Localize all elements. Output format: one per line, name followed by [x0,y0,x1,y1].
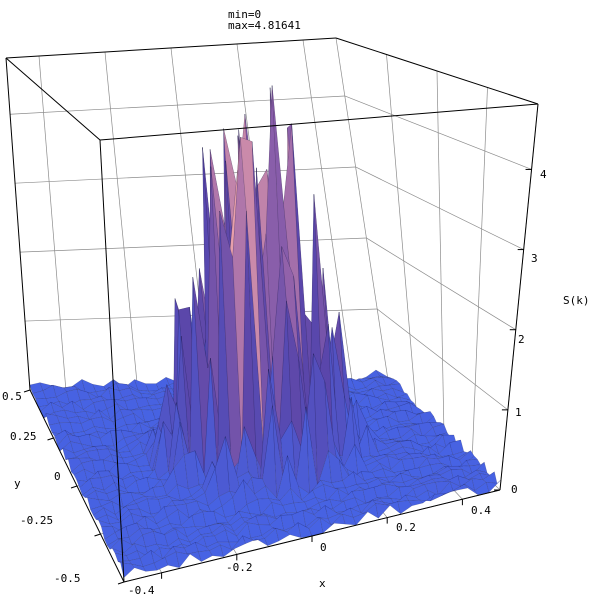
z-tick-label: 2 [518,333,525,346]
side-wall-z-gridline [366,237,516,331]
z-tick-label: 4 [540,168,547,181]
box-edge [5,37,337,59]
y-axis-label: y [14,477,21,490]
x-tick-label: -0.2 [226,561,253,574]
max-annotation: max=4.81641 [228,19,301,32]
z-axis-label: S(k) [563,294,590,307]
back-wall-z-gridline [20,237,367,253]
z-tick-label: 3 [531,252,538,265]
box-edge [99,139,125,583]
box-edge [499,103,539,491]
surface-mesh [29,85,502,579]
side-wall-z-gridline [355,166,524,250]
x-tick-label: 0.2 [396,521,416,534]
side-wall-z-gridline [376,308,509,411]
y-tick-mark [94,533,101,537]
y-tick-label: 0.25 [10,430,37,443]
z-tick-labels: 0 1 2 3 4 [511,168,547,496]
surface-facet [396,393,412,401]
side-wall-y-gridline [335,37,389,381]
z-tick-label: 1 [515,406,522,419]
y-tick-labels: 0.5 0.25 0 -0.25 -0.5 [2,390,81,585]
y-tick-mark [117,581,125,585]
box-edge [99,103,539,141]
side-wall-z-gridline [344,95,532,170]
surface-facet [375,503,391,519]
y-tick-mark [23,389,31,393]
y-tick-mark [70,485,78,489]
z-tick-label: 0 [511,483,518,496]
x-tick-label: 0.4 [471,504,491,517]
box-edge [5,57,101,141]
y-tick-label: -0.5 [54,572,81,585]
side-wall-y-gridline [436,70,445,436]
box-edge [5,57,31,391]
x-axis-label: x [319,577,326,590]
surface-facet [389,383,405,393]
surface-facet [379,375,394,380]
min-annotation: min=0 [228,8,261,21]
x-tick-labels: -0.4 -0.2 0 0.2 0.4 [128,504,491,597]
surface-facet [486,479,502,493]
side-wall-y-gridline [471,87,488,463]
axis-ticks [23,168,532,585]
y-tick-label: 0.5 [2,390,22,403]
x-tick-label: 0 [320,541,327,554]
x-tick-label: -0.4 [128,584,155,597]
y-tick-label: -0.25 [20,514,53,527]
surface-facet [432,423,448,437]
back-wall-x-gridline [302,39,353,382]
surface-facet [392,388,408,398]
back-wall-z-gridline [15,166,356,184]
y-tick-mark [47,437,54,441]
surface-facet [429,422,445,428]
side-wall-y-gridline [386,54,417,408]
back-wall-z-gridline [10,95,345,115]
back-wall-x-gridline [104,51,138,388]
box-edge [335,37,539,105]
surface-facet [482,471,498,484]
back-wall-x-gridline [38,55,67,390]
y-tick-label: 0 [54,470,61,483]
